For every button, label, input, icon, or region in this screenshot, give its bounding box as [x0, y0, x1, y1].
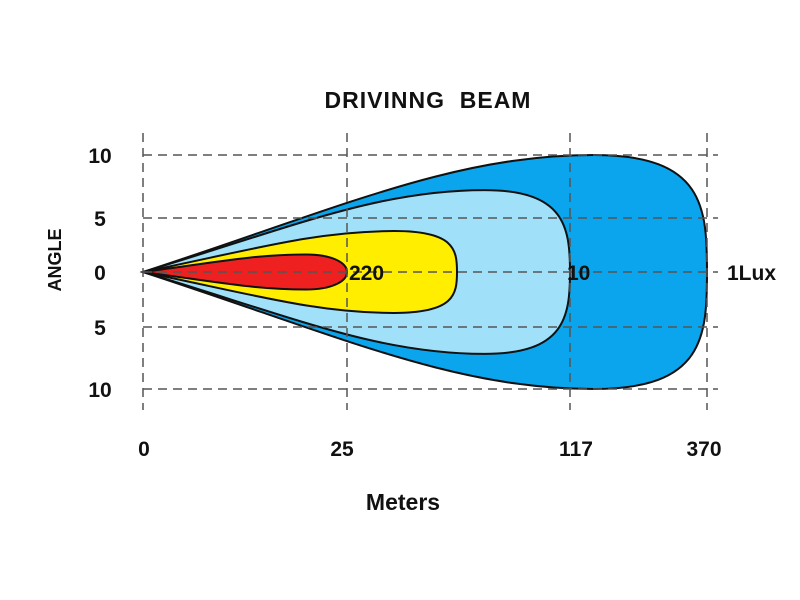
y-tick-labels: 10 5 0 5 10	[88, 145, 111, 402]
y-tick-label: 0	[94, 262, 106, 285]
x-tick-labels: 0 25 117 370	[138, 438, 721, 461]
x-tick-label: 25	[330, 438, 354, 461]
zone-value-labels: 1Lux 10 220	[349, 262, 776, 285]
x-tick-label: 0	[138, 438, 150, 461]
grid-lines	[142, 133, 718, 410]
chart-title: DRIVINNG BEAM	[325, 87, 532, 113]
zone-label-2: 220	[349, 262, 384, 285]
y-tick-label: 10	[88, 379, 111, 402]
y-tick-label: 10	[88, 145, 111, 168]
x-tick-label: 117	[559, 438, 593, 461]
y-tick-label: 5	[94, 317, 106, 340]
zone-label-0: 1Lux	[727, 262, 776, 285]
y-axis-title: ANGLE	[45, 229, 65, 292]
x-axis-title: Meters	[366, 489, 440, 515]
zone-label-1: 10	[567, 262, 590, 285]
x-tick-label: 370	[686, 438, 721, 461]
y-tick-label: 5	[94, 208, 106, 231]
